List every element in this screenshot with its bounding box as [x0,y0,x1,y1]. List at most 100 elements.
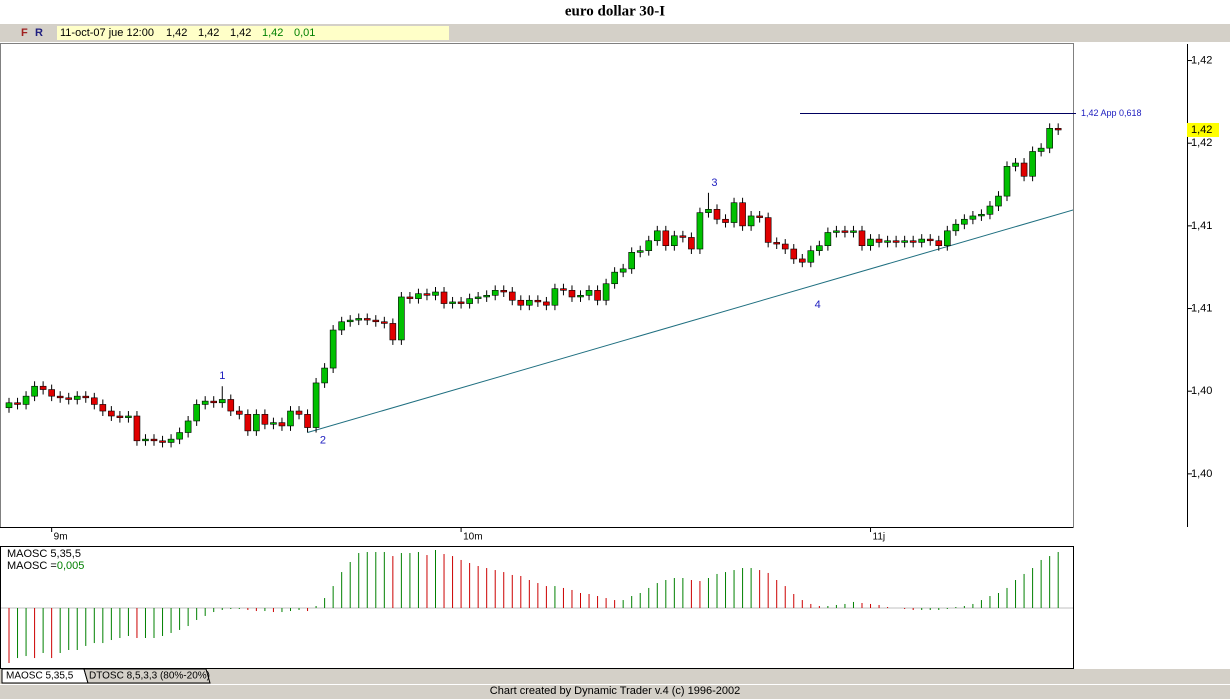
candle-body [747,215,755,227]
y-tick-label: 1,40 [1191,385,1212,397]
candle-body [935,240,943,247]
tab-label[interactable]: DTOSC 8,5,3,3 (80%-20%) [89,671,210,682]
candle-body [398,296,405,341]
main-plot [5,123,1073,448]
candle-body [1029,151,1036,177]
candle-body [176,432,183,440]
candle-body [764,217,772,243]
candle-body [594,290,601,301]
candle-body [261,414,269,425]
candle-body [508,291,516,301]
header-date: 11-oct-07 jue 12:00 [60,27,154,39]
candle-body [679,235,687,238]
main-panel [0,43,1074,528]
candle-body [543,301,550,306]
info-box [57,26,449,40]
candle-body [619,268,627,273]
y-tick-label: 1,42 [1191,137,1212,149]
chart-title: euro dollar 30-I [565,3,665,19]
candle-body [653,230,661,242]
candle-body [875,238,883,243]
candle-body [602,283,610,301]
candle-body [995,195,1002,207]
candle-body [372,319,380,323]
oscillator-name: MAOSC 5,35,5 [7,548,81,560]
candle-body [713,209,721,220]
candle-body [517,299,525,306]
candle-body [628,252,635,270]
footer-text: Chart created by Dynamic Trader v.4 (c) … [490,685,740,697]
candle-body [193,404,200,422]
candle-body [798,258,806,263]
oscillator-plot [1,550,1073,663]
candle-body [918,238,926,243]
candle-body [329,329,337,369]
x-tick-label: 11j [873,532,886,543]
header-button[interactable]: R [35,27,43,39]
candle-body [338,321,345,331]
candle-body [5,402,13,409]
candle-body [457,301,465,304]
wave-label: 1 [219,370,225,382]
header-button[interactable]: F [21,27,28,39]
y-tick-label: 1,41 [1191,220,1212,232]
candle-body [790,248,798,260]
candle-body [833,230,840,233]
candle-body [952,223,960,232]
candle-body [824,232,832,247]
header-value: 0,01 [294,27,315,39]
candle-body [133,415,141,442]
y-tick-label: 1,41 [1191,302,1212,314]
x-tick-label: 10m [463,532,482,543]
candle-body [39,385,47,390]
candle-body [926,238,934,242]
header-value: 1,42 [230,27,251,39]
candle-body [474,296,482,299]
candle-body [346,319,354,323]
tab[interactable] [83,668,211,684]
candle-body [244,414,252,432]
candle-body [253,414,260,432]
candle-body [645,240,653,251]
candle-body [73,395,81,400]
candle-body [636,250,644,253]
candle-body [850,230,857,233]
level-label: 1,42 App 0,618 [1081,108,1142,118]
candle-body [841,230,849,233]
candle-body [1020,162,1028,177]
candle-body [65,397,73,400]
candle-body [167,438,175,443]
candle-body [969,215,977,220]
candle-body [236,410,243,415]
candle-body [184,420,192,433]
candle-body [892,240,900,243]
wave-label: 2 [320,435,326,447]
candle-body [440,291,448,304]
candle-body [116,415,124,418]
candle-body [739,202,746,227]
candle-body [986,205,994,215]
candle-body [22,395,30,405]
candle-body [696,212,704,250]
tab-label[interactable]: MAOSC 5,35,5 [6,671,74,682]
oscillator-value: MAOSC =0,005 [7,560,84,572]
candle-body [526,299,533,306]
candle-body [816,245,823,251]
candle-body [150,438,158,442]
candle-body [662,230,670,247]
candle-body [978,213,985,217]
candle-body [901,240,908,243]
candle-body [406,296,414,299]
candle-body [551,288,559,306]
candle-body [415,293,422,299]
oscillator-prefix: MAOSC = [7,560,57,572]
candle-body [534,299,542,303]
candle-body [688,237,695,250]
header-value: 1,42 [262,27,283,39]
candle-body [389,323,397,341]
candle-body [91,397,98,405]
candle-body [142,438,149,442]
last-price-tag [1187,122,1219,137]
oscillator-panel [0,546,1074,669]
